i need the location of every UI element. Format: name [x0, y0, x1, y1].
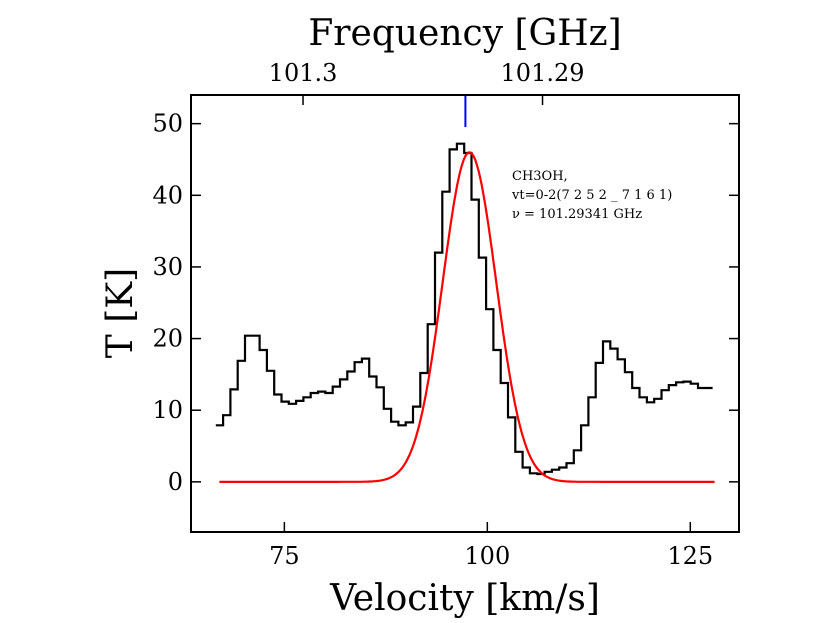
- top-tick-label-1: 101.29: [501, 59, 585, 87]
- annotation-molecule: CH3OH,: [512, 169, 568, 184]
- top-axis-title: Frequency [GHz]: [308, 13, 621, 54]
- y-tick-label-0: 0: [168, 468, 183, 496]
- top-tick-label-0: 101.3: [269, 59, 338, 87]
- annotation-frequency: ν = 101.29341 GHz: [512, 207, 642, 222]
- y-tick-label-10: 10: [152, 396, 183, 424]
- y-axis-title: T [K]: [100, 268, 141, 358]
- plot-frame: [190, 94, 740, 533]
- gaussian-fit: [219, 151, 715, 483]
- y-tick-label-40: 40: [152, 181, 183, 209]
- y-tick-label-50: 50: [152, 110, 183, 138]
- x-tick-label-125: 125: [667, 542, 713, 570]
- spectrum-steps: [215, 142, 713, 476]
- y-tick-label-20: 20: [152, 325, 183, 353]
- y-tick-label-30: 30: [152, 253, 183, 281]
- x-tick-label-100: 100: [464, 542, 510, 570]
- plot-area: 75 100 125 0 10 20 30 40 50 101.3 101.29: [152, 59, 739, 570]
- x-tick-label-75: 75: [269, 542, 300, 570]
- line-annotation: CH3OH, vt=0-2(7 2 5 2 _ 7 1 6 1) ν = 101…: [511, 169, 672, 222]
- annotation-transition: vt=0-2(7 2 5 2 _ 7 1 6 1): [511, 188, 672, 203]
- x-axis-title: Velocity [km/s]: [329, 578, 600, 619]
